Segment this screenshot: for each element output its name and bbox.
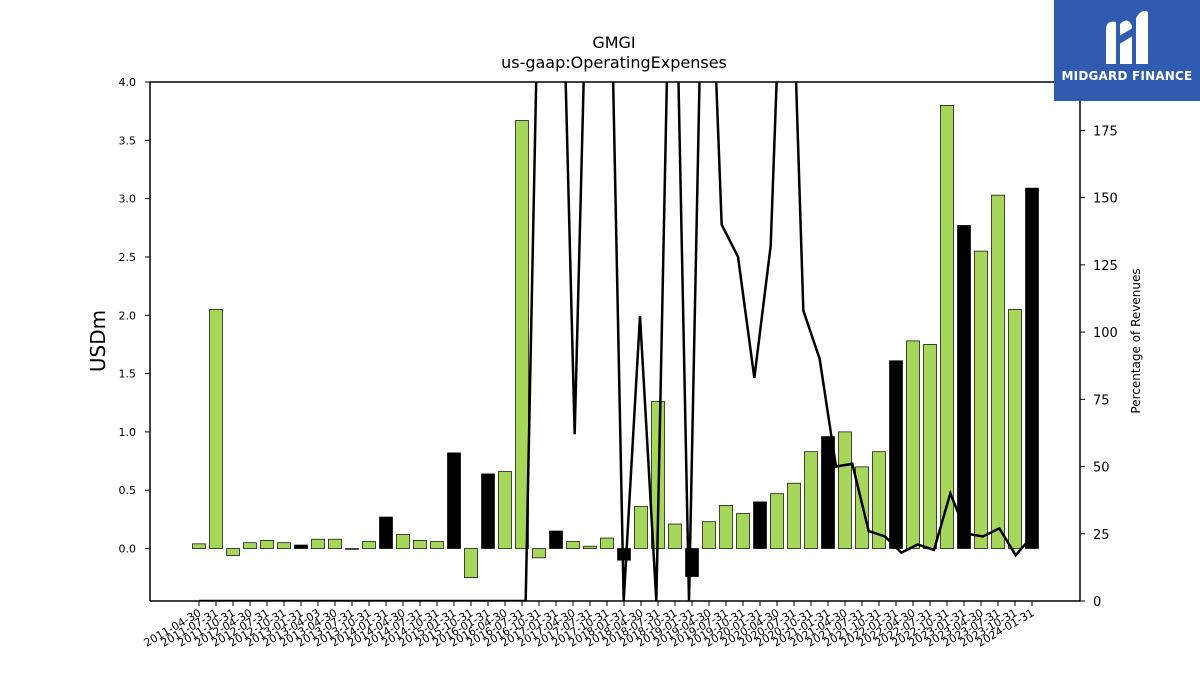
bar — [991, 194, 1005, 549]
y-tick-label: 2.5 — [119, 251, 137, 264]
y2-tick-label: 175 — [1093, 124, 1118, 139]
bar — [957, 225, 971, 549]
x-axis-ticks: 2011-04-302011-07-312011-10-312012-04-30… — [142, 601, 1037, 650]
bar — [532, 548, 546, 559]
y2-tick-label: 100 — [1093, 326, 1118, 341]
bar — [260, 539, 274, 549]
y2-axis-ticks: 0 25 50 75 100 125 150 175 — [1080, 124, 1118, 610]
bar — [889, 360, 903, 549]
bar — [192, 543, 206, 549]
bar — [277, 542, 291, 549]
y-tick-label: 3.5 — [119, 134, 137, 147]
bar — [515, 120, 529, 549]
bar — [634, 506, 648, 549]
y2-tick-label: 50 — [1093, 461, 1110, 476]
bar — [413, 539, 427, 549]
bar — [736, 513, 750, 549]
y2-tick-label: 0 — [1093, 595, 1101, 610]
y2-tick-label: 150 — [1093, 192, 1118, 207]
line-path — [199, 82, 1033, 601]
bar — [906, 340, 920, 549]
axes — [149, 81, 1081, 602]
y2-tick-label: 75 — [1093, 393, 1110, 408]
y2-tick-label: 125 — [1093, 259, 1118, 274]
bar — [940, 104, 954, 549]
bar — [464, 548, 478, 579]
bar — [226, 548, 240, 556]
bar — [872, 451, 886, 549]
y2-tick-label: 25 — [1093, 528, 1110, 543]
bar — [600, 537, 614, 549]
bar — [1008, 309, 1022, 549]
y-tick-label: 2.0 — [119, 309, 137, 322]
y-tick-label: 1.5 — [119, 368, 137, 381]
y-tick-label: 0.0 — [119, 543, 137, 556]
bar — [753, 501, 767, 549]
bar — [362, 541, 376, 549]
bar — [923, 344, 937, 549]
bar — [498, 471, 512, 549]
bar — [345, 548, 359, 550]
bar — [328, 538, 342, 549]
bar — [481, 473, 495, 549]
bar — [821, 436, 835, 549]
y-tick-label: 3.0 — [119, 193, 137, 206]
bar — [787, 482, 801, 549]
bar — [804, 451, 818, 549]
bar — [447, 452, 461, 549]
bar — [770, 493, 784, 549]
y-tick-label: 4.0 — [119, 76, 137, 89]
line-series — [199, 82, 1033, 601]
bar — [209, 309, 223, 549]
brand-name: MIDGARD FINANCE — [1061, 69, 1193, 83]
y-axis-ticks: 0.0 0.5 1.0 1.5 2.0 2.5 3.0 3.5 4.0 — [119, 76, 150, 556]
y-tick-label: 1.0 — [119, 426, 137, 439]
bar — [243, 542, 257, 549]
bar — [702, 521, 716, 549]
chart-title: GMGI — [592, 33, 635, 52]
bar — [583, 545, 597, 549]
bar — [719, 505, 733, 549]
bar — [974, 250, 988, 549]
bar — [311, 538, 325, 549]
bar — [379, 516, 393, 549]
y-tick-label: 0.5 — [119, 484, 137, 497]
brand-logo: MIDGARD FINANCE — [1054, 0, 1200, 101]
bar — [668, 523, 682, 549]
bar — [396, 534, 410, 549]
bar — [566, 541, 580, 549]
chart-subtitle: us-gaap:OperatingExpenses — [501, 53, 727, 72]
midgard-logo-icon — [1106, 10, 1148, 65]
bar — [549, 530, 563, 549]
bar — [838, 431, 852, 549]
bar — [294, 544, 308, 549]
y-axis-label: USDm — [86, 310, 110, 372]
y2-axis-label: Percentage of Revenues — [1129, 268, 1143, 413]
bar — [1025, 187, 1039, 549]
bar — [430, 541, 444, 549]
